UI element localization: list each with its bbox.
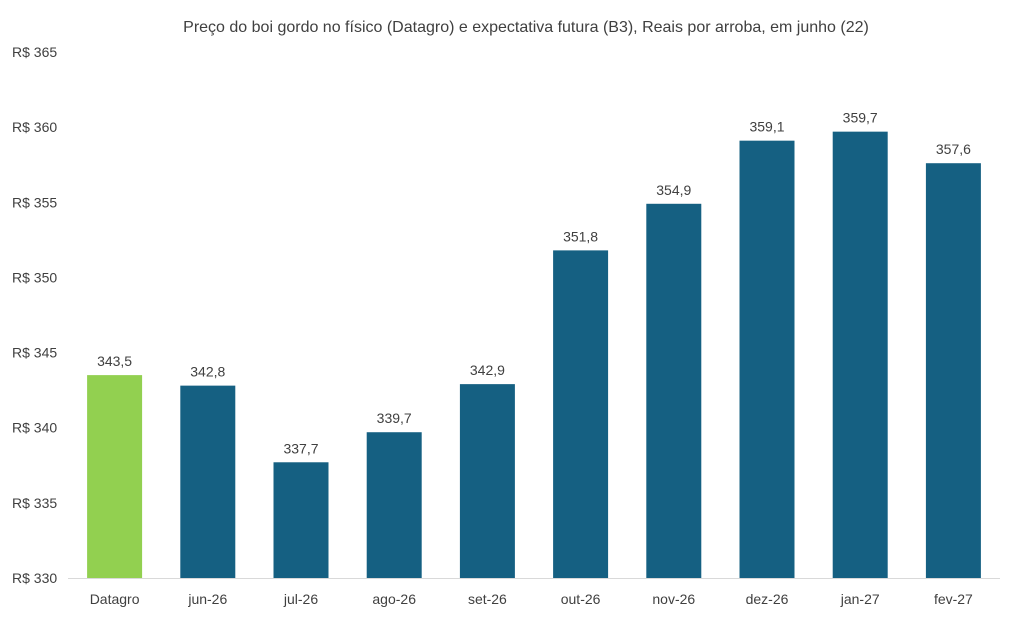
x-tick-label: fev-27: [934, 591, 973, 607]
y-tick-label: R$ 365: [12, 44, 57, 60]
bar: [832, 131, 888, 578]
bar: [739, 140, 795, 578]
bar: [273, 462, 329, 578]
data-label: 342,9: [470, 362, 505, 378]
bar: [180, 385, 236, 578]
x-tick-label: nov-26: [652, 591, 695, 607]
y-axis: R$ 330 R$ 335 R$ 340 R$ 345 R$ 350 R$ 355 R$ 3…: [12, 44, 57, 586]
x-tick-label: jan-27: [840, 591, 880, 607]
bar: [366, 432, 422, 578]
data-labels-group: 343,5 342,8 337,7 339,7 342,9 351,8 354,9 359,1…: [97, 110, 971, 457]
data-label: 359,7: [843, 110, 878, 126]
y-tick-label: R$ 355: [12, 194, 57, 210]
x-tick-label: out-26: [561, 591, 601, 607]
y-tick-label: R$ 335: [12, 495, 57, 511]
x-tick-label: set-26: [468, 591, 507, 607]
x-tick-label: jun-26: [187, 591, 227, 607]
bar: [646, 203, 702, 578]
x-tick-label: Datagro: [90, 591, 140, 607]
bar: [925, 163, 981, 578]
x-tick-label: ago-26: [372, 591, 416, 607]
bar: [87, 375, 143, 578]
bar: [553, 250, 609, 578]
y-tick-label: R$ 345: [12, 345, 57, 361]
data-label: 354,9: [656, 182, 691, 198]
x-tick-label: dez-26: [746, 591, 789, 607]
x-tick-label: jul-26: [283, 591, 318, 607]
data-label: 351,8: [563, 228, 598, 244]
y-tick-label: R$ 350: [12, 269, 57, 285]
bar: [459, 384, 515, 578]
y-tick-label: R$ 340: [12, 420, 57, 436]
chart-title: Preço do boi gordo no físico (Datagro) e…: [183, 19, 869, 36]
data-label: 359,1: [749, 119, 784, 135]
y-tick-label: R$ 330: [12, 570, 57, 586]
x-axis: Datagro jun-26 jul-26 ago-26 set-26 out-26 nov…: [90, 591, 973, 607]
data-label: 357,6: [936, 141, 971, 157]
data-label: 337,7: [283, 440, 318, 456]
data-label: 343,5: [97, 353, 132, 369]
y-tick-label: R$ 360: [12, 119, 57, 135]
data-label: 342,8: [190, 364, 225, 380]
bars-group: [87, 131, 981, 578]
data-label: 339,7: [377, 410, 412, 426]
